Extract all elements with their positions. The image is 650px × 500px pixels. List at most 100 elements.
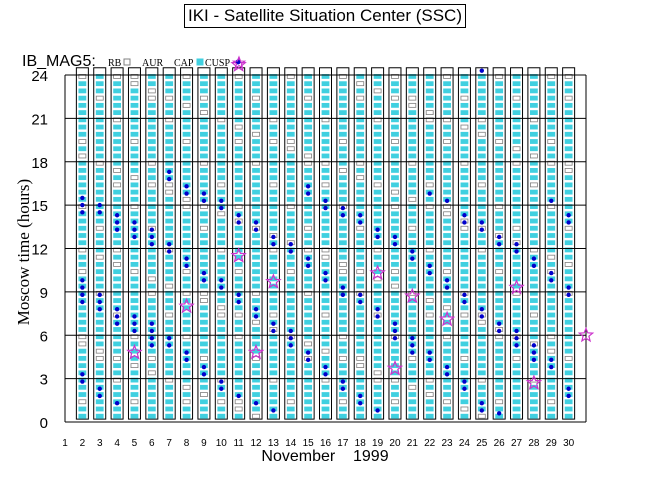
cap-marker	[530, 189, 538, 195]
cap-marker	[269, 168, 278, 173]
cap-marker	[217, 413, 226, 419]
cap-marker	[182, 392, 191, 397]
cap-marker	[564, 312, 573, 318]
cap-marker	[200, 348, 208, 354]
cap-marker	[182, 124, 191, 130]
rb-marker	[252, 413, 260, 419]
cap-marker	[530, 124, 538, 130]
cap-marker	[286, 175, 295, 181]
cap-marker	[286, 102, 295, 108]
cap-marker	[460, 305, 469, 311]
cap-marker	[217, 392, 226, 397]
rb-marker	[547, 399, 556, 405]
day-column	[544, 67, 558, 420]
rb-marker	[530, 312, 538, 318]
cusp-point	[514, 328, 519, 334]
cap-marker	[252, 370, 260, 376]
cap-marker	[338, 218, 347, 224]
cap-marker	[547, 88, 556, 94]
rb-marker	[477, 117, 486, 123]
legend-marker	[123, 58, 131, 66]
cusp-point	[219, 285, 224, 290]
cap-marker	[425, 88, 434, 94]
cap-marker	[477, 81, 486, 87]
rb-marker	[78, 341, 87, 347]
event-star	[404, 287, 421, 304]
cap-marker	[113, 240, 121, 246]
cusp-point	[114, 314, 120, 319]
cap-marker	[78, 160, 87, 166]
rb-marker	[95, 355, 104, 361]
event-star	[126, 343, 143, 360]
cap-marker	[495, 95, 504, 101]
rb-marker	[391, 189, 399, 195]
cap-marker	[78, 102, 87, 108]
day-column	[249, 67, 263, 420]
cap-marker	[425, 290, 434, 296]
rb-marker	[200, 110, 208, 115]
rb-marker	[338, 399, 347, 405]
cap-marker	[252, 233, 260, 238]
cap-marker	[200, 131, 208, 137]
rb-marker	[182, 269, 191, 275]
cap-marker	[200, 254, 208, 260]
cap-marker	[147, 146, 156, 152]
cusp-point	[132, 328, 137, 334]
cap-marker	[217, 406, 226, 412]
cusp-point	[201, 364, 207, 370]
cap-marker	[564, 377, 573, 383]
cap-marker	[530, 211, 538, 217]
cap-marker	[286, 370, 295, 376]
cap-marker	[234, 146, 243, 152]
cusp-point	[97, 292, 102, 297]
cap-marker	[78, 189, 87, 195]
cusp-point	[531, 256, 537, 261]
rb-marker	[234, 312, 243, 318]
cap-marker	[234, 283, 243, 289]
x-tick-label: 20	[389, 438, 401, 449]
cap-marker	[95, 139, 104, 144]
cap-marker	[408, 370, 417, 376]
chart-title: IKI - Satellite Situation Center (SSC)	[184, 4, 466, 28]
cap-marker	[286, 81, 295, 87]
cap-marker	[477, 341, 486, 347]
cap-marker	[512, 312, 521, 318]
cap-marker	[304, 168, 313, 173]
cap-marker	[252, 211, 260, 217]
rb-marker	[564, 225, 573, 231]
cap-marker	[547, 392, 556, 397]
cap-marker	[95, 233, 104, 238]
cap-marker	[460, 131, 469, 137]
cap-marker	[338, 110, 347, 115]
cap-marker	[165, 218, 174, 224]
cap-marker	[304, 102, 313, 108]
rb-marker	[477, 247, 486, 253]
rb-marker	[78, 269, 87, 275]
cap-marker	[321, 233, 330, 238]
cusp-point	[514, 335, 519, 341]
cap-marker	[78, 406, 87, 412]
cusp-point	[80, 379, 85, 384]
rb-marker	[147, 370, 156, 376]
cap-marker	[408, 262, 417, 267]
cusp-point	[340, 292, 346, 297]
cap-marker	[564, 269, 573, 275]
cap-marker	[530, 110, 538, 115]
rb-marker	[564, 262, 573, 267]
cap-marker	[200, 319, 208, 325]
cap-marker	[338, 88, 347, 94]
cap-marker	[252, 384, 260, 390]
rb-marker	[252, 160, 260, 166]
cap-marker	[373, 327, 382, 332]
cusp-point	[97, 202, 102, 208]
cap-marker	[130, 211, 139, 217]
cap-marker	[443, 88, 451, 94]
cap-marker	[286, 290, 295, 296]
cap-marker	[425, 218, 434, 224]
cap-marker	[495, 175, 504, 181]
rb-marker	[147, 276, 156, 282]
cap-marker	[321, 290, 330, 296]
data-points	[80, 56, 595, 416]
cusp-point	[531, 263, 537, 269]
cap-marker	[338, 298, 347, 303]
